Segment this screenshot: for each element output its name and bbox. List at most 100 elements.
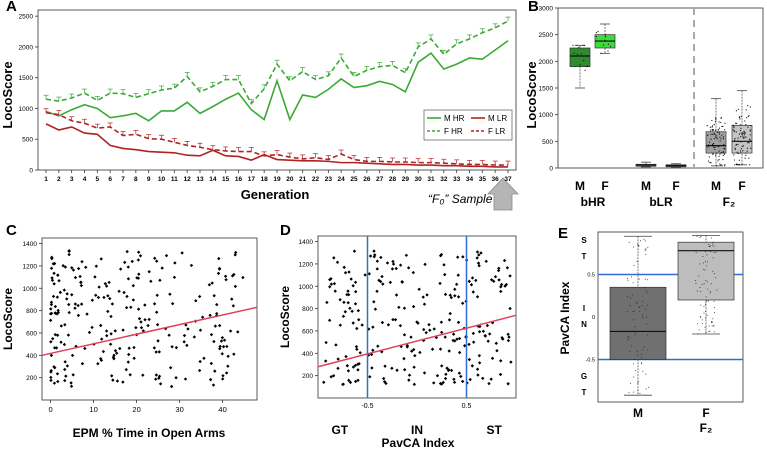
box-m (609, 235, 667, 396)
data-point (723, 152, 725, 154)
group-label: F₂ (723, 195, 736, 209)
data-point (722, 136, 724, 138)
scatter-point (386, 323, 391, 327)
y-tick-label: 0.5 (587, 273, 595, 279)
data-point (721, 165, 723, 167)
region-label: T (582, 388, 587, 397)
scatter-point (62, 288, 67, 292)
scatter-point (457, 371, 462, 375)
x-tick-label: 13 (196, 176, 204, 183)
data-point (745, 154, 747, 156)
data-point (706, 281, 708, 283)
data-point (701, 284, 703, 286)
scatter-point (174, 376, 178, 380)
scatter-point (220, 335, 225, 340)
data-point (626, 296, 628, 298)
scatter-point (391, 317, 395, 322)
scatter-point (484, 259, 488, 264)
data-point (648, 386, 650, 388)
scatter-point (200, 315, 205, 319)
scatter-point (217, 256, 221, 261)
data-point (705, 300, 707, 302)
scatter-point (76, 303, 80, 308)
scatter-point (141, 329, 146, 333)
scatter-point (497, 278, 501, 282)
data-point (637, 244, 639, 246)
data-point (717, 128, 719, 131)
data-point (713, 331, 715, 333)
scatter-point (76, 313, 81, 318)
x-tick-label: 22 (312, 176, 320, 183)
y-tick-label: 1500 (539, 86, 554, 93)
x-tick-label: 30 (175, 405, 183, 414)
scatter-point (49, 340, 53, 344)
data-point (711, 126, 713, 128)
y-tick-label: 2500 (19, 14, 34, 21)
scatter-point (370, 366, 374, 370)
scatter-point (456, 320, 461, 325)
data-point (647, 246, 649, 248)
scatter-point (363, 273, 367, 277)
y-tick-label: 200 (26, 375, 37, 382)
data-point (711, 325, 713, 327)
scatter-point (477, 361, 482, 365)
scatter-point (327, 318, 332, 323)
data-point (740, 148, 743, 150)
scatter-point (481, 329, 486, 333)
scatter-point (202, 356, 206, 360)
region-label: S (581, 236, 587, 245)
data-point (639, 392, 641, 394)
scatter-point (168, 366, 173, 370)
panel-label-b: B (528, 0, 539, 15)
scatter-point (158, 382, 163, 386)
scatter-point (55, 372, 60, 376)
data-point (713, 300, 715, 302)
data-point (642, 317, 644, 319)
data-point (595, 32, 598, 34)
data-point (635, 370, 637, 372)
data-point (740, 152, 742, 154)
scatter-point (442, 263, 446, 267)
scatter-point (233, 253, 237, 257)
scatter-point (113, 329, 117, 333)
box-body (731, 124, 753, 154)
scatter-point (448, 311, 452, 316)
data-point (644, 278, 646, 280)
data-point (699, 263, 701, 265)
scatter-point (344, 354, 348, 359)
scatter-point (230, 297, 234, 301)
scatter-point (494, 341, 498, 346)
scatter-point (90, 298, 95, 302)
scatter-point (111, 378, 115, 382)
scatter-point (407, 378, 411, 382)
scatter-point (164, 253, 169, 258)
data-point (643, 239, 645, 241)
scatter-point (167, 333, 171, 337)
x-tick-label: 19 (273, 176, 281, 183)
data-point (715, 251, 717, 253)
scatter-point (50, 255, 54, 260)
scatter-point (121, 328, 125, 332)
x-tick-label: 28 (389, 176, 397, 183)
scatter-point (53, 346, 57, 350)
scatter-point (508, 274, 512, 278)
scatter-point (211, 383, 216, 387)
data-point (744, 132, 746, 134)
x-tick-label: 21 (299, 176, 307, 183)
scatter-point (107, 280, 111, 285)
data-point (579, 64, 581, 66)
scatter-point (495, 349, 499, 353)
region-label: T (582, 252, 587, 261)
data-point (631, 276, 633, 278)
data-point (580, 53, 583, 55)
scatter-point (353, 302, 358, 306)
scatter-point (143, 303, 147, 307)
scatter-point (83, 346, 87, 351)
x-tick-label: 20 (132, 405, 140, 414)
data-point (708, 141, 711, 143)
scatter-point (449, 368, 454, 373)
scatter-point (52, 365, 56, 369)
y-tick-label: 500 (22, 137, 33, 144)
data-point (636, 303, 638, 305)
